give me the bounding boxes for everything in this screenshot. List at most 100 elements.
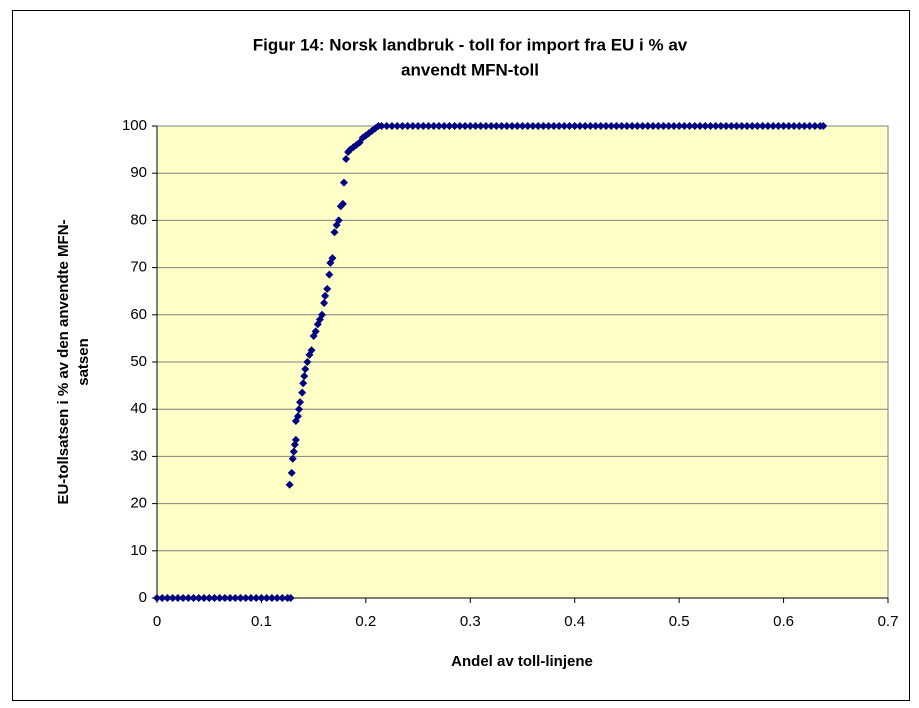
- scatter-point: [215, 594, 224, 602]
- y-tick-label: 100: [122, 117, 147, 134]
- scatter-point: [481, 122, 490, 130]
- scatter-point: [664, 122, 673, 130]
- scatter-point: [607, 122, 616, 130]
- scatter-point: [617, 122, 626, 130]
- x-tick-label: 0.6: [773, 613, 794, 630]
- scatter-point: [581, 122, 590, 130]
- x-axis-label: Andel av toll-linjene: [451, 653, 593, 670]
- scatter-point: [434, 122, 443, 130]
- scatter-point: [727, 122, 736, 130]
- scatter-point: [393, 122, 402, 130]
- scatter-point: [622, 122, 631, 130]
- scatter-point: [158, 594, 167, 602]
- y-tick-label: 20: [130, 495, 147, 512]
- scatter-point: [722, 122, 731, 130]
- chart-title: Figur 14: Norsk landbruk - toll for impo…: [253, 35, 688, 54]
- scatter-point: [334, 216, 343, 225]
- scatter-point: [549, 122, 558, 130]
- scatter-point: [289, 447, 298, 456]
- scatter-point: [810, 122, 819, 130]
- scatter-point: [638, 122, 647, 130]
- scatter-point: [273, 594, 282, 602]
- scatter-point: [669, 122, 678, 130]
- scatter-point: [287, 468, 296, 477]
- scatter-point: [257, 594, 266, 602]
- scatter-point: [398, 122, 407, 130]
- scatter-point: [508, 122, 517, 130]
- scatter-point: [291, 435, 300, 444]
- scatter-point: [774, 122, 783, 130]
- y-tick-label: 40: [130, 400, 147, 417]
- scatter-point: [440, 122, 449, 130]
- scatter-point: [220, 594, 229, 602]
- scatter-point: [300, 372, 309, 381]
- scatter-point: [461, 122, 470, 130]
- y-tick-label: 60: [130, 306, 147, 323]
- scatter-point: [153, 594, 161, 602]
- scatter-point: [539, 122, 548, 130]
- y-tick-label: 70: [130, 259, 147, 276]
- scatter-point: [320, 299, 329, 307]
- x-tick-label: 0: [153, 613, 161, 630]
- scatter-point: [591, 122, 600, 130]
- scatter-point: [675, 122, 684, 130]
- scatter-point: [199, 594, 208, 602]
- scatter-point: [298, 388, 307, 397]
- scatter-point: [189, 594, 198, 602]
- scatter-point: [706, 122, 715, 130]
- scatter-point: [325, 270, 334, 279]
- scatter-point: [210, 594, 219, 602]
- scatter-point: [784, 122, 793, 130]
- scatter-point: [262, 594, 271, 602]
- scatter-point: [414, 122, 423, 130]
- scatter-point: [690, 122, 699, 130]
- scatter-point: [596, 122, 605, 130]
- scatter-point: [779, 122, 788, 130]
- scatter-point: [748, 122, 757, 130]
- x-tick-label: 0.1: [251, 613, 272, 630]
- y-axis-label: satsen: [75, 338, 92, 386]
- scatter-point: [293, 412, 302, 421]
- scatter-point: [296, 398, 305, 407]
- scatter-point: [445, 122, 454, 130]
- scatter-point: [455, 122, 464, 130]
- scatter-point: [330, 228, 339, 237]
- scatter-point: [295, 405, 304, 414]
- scatter-point: [194, 594, 203, 602]
- scatter-point: [466, 122, 475, 130]
- scatter-point: [288, 454, 297, 463]
- scatter-point: [342, 155, 351, 164]
- scatter-point: [205, 594, 214, 602]
- scatter-point: [317, 310, 326, 319]
- scatter-point: [338, 199, 347, 208]
- scatter-point: [659, 122, 668, 130]
- scatter-point: [424, 122, 433, 130]
- scatter-point: [575, 122, 584, 130]
- scatter-point: [450, 122, 459, 130]
- scatter-point: [311, 327, 320, 336]
- scatter-point: [654, 122, 663, 130]
- scatter-point: [795, 122, 804, 130]
- scatter-point: [680, 122, 689, 130]
- scatter-point: [419, 122, 428, 130]
- scatter-point: [299, 379, 308, 388]
- y-tick-label: 90: [130, 164, 147, 181]
- scatter-point: [285, 480, 294, 489]
- scatter-point: [497, 122, 506, 130]
- scatter-point: [753, 122, 762, 130]
- scatter-point: [513, 122, 522, 130]
- scatter-point: [612, 122, 621, 130]
- scatter-point: [301, 365, 310, 374]
- scatter-point: [168, 594, 177, 602]
- scatter-point: [685, 122, 694, 130]
- scatter-point: [696, 122, 705, 130]
- scatter-point: [476, 122, 485, 130]
- scatter-point: [602, 122, 611, 130]
- scatter-point: [278, 594, 287, 602]
- scatter-point: [471, 122, 480, 130]
- y-tick-label: 50: [130, 353, 147, 370]
- scatter-point: [226, 594, 235, 602]
- scatter-point: [711, 122, 720, 130]
- x-tick-label: 0.2: [355, 613, 376, 630]
